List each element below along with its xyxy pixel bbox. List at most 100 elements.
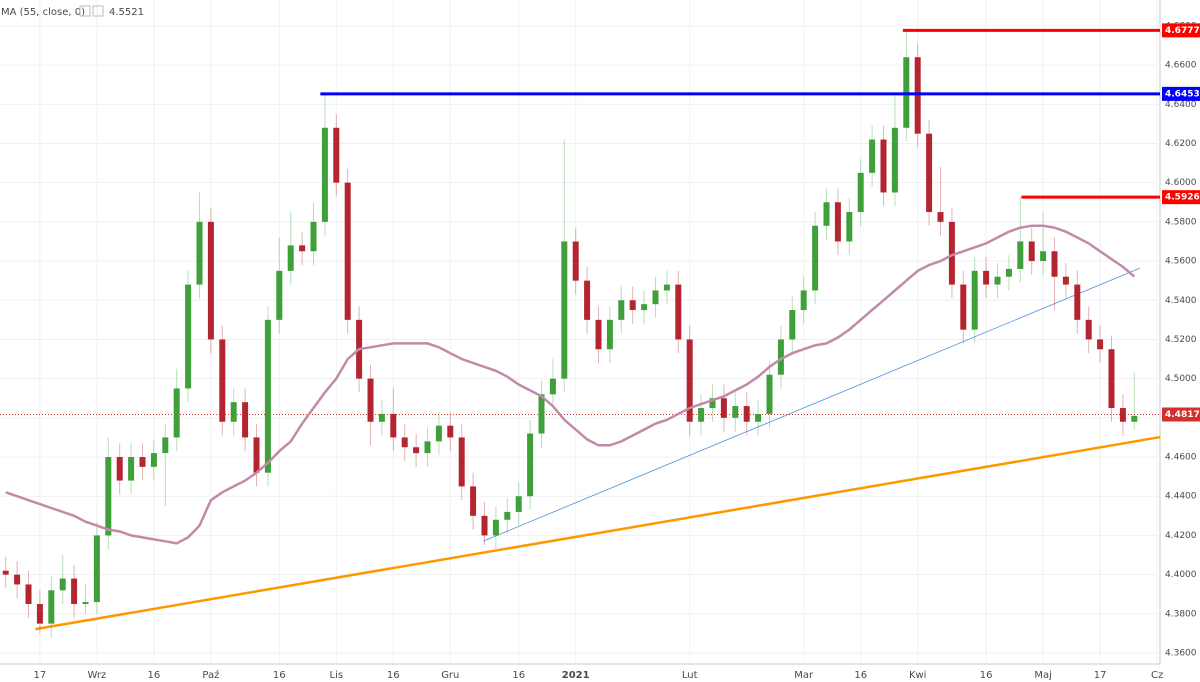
candle-body: [686, 339, 693, 422]
candle-body: [390, 413, 397, 438]
x-tick-label: 16: [980, 670, 993, 681]
price-tag: [1162, 190, 1200, 205]
candle-body: [777, 339, 784, 375]
candle-body: [971, 270, 978, 330]
candle-body: [743, 406, 750, 422]
price-tag-label: 4.5926: [1165, 193, 1200, 203]
candle-body: [891, 127, 898, 193]
candle-body: [698, 408, 705, 422]
candle-body: [618, 300, 625, 320]
candle-body: [276, 270, 283, 320]
candle-body: [766, 374, 773, 414]
plot: [0, 28, 1161, 638]
x-tick-label: 16: [854, 670, 867, 681]
candle-body: [595, 319, 602, 350]
candle-body: [492, 519, 499, 536]
y-tick-label: 4.5400: [1165, 296, 1197, 306]
candle-body: [378, 413, 385, 422]
candle-body: [675, 284, 682, 340]
candle-body: [1108, 349, 1115, 409]
y-tick-label: 4.5000: [1165, 374, 1197, 384]
candle-body: [869, 139, 876, 173]
y-tick-label: 4.6200: [1165, 139, 1197, 149]
candle-body: [196, 221, 203, 285]
candle-body: [253, 437, 260, 473]
y-tick-label: 4.6600: [1165, 61, 1197, 71]
candle-body: [150, 453, 157, 467]
y-tick-label: 4.3800: [1165, 609, 1197, 619]
candle-body: [1051, 251, 1058, 277]
candle-body: [333, 127, 340, 183]
candle-body: [948, 221, 955, 285]
candle-body: [71, 578, 78, 605]
candle-body: [162, 437, 169, 454]
candle-body: [1062, 276, 1069, 285]
candle-body: [299, 245, 306, 252]
candle-body: [1085, 319, 1092, 340]
candle-body: [264, 319, 271, 473]
ma-line: [5, 224, 1136, 545]
candle-body: [1131, 415, 1138, 422]
x-tick-label: Paź: [202, 669, 219, 681]
price-tag-label: 4.4817: [1165, 410, 1200, 420]
x-tick-label: 2021: [562, 670, 590, 681]
candle-body: [82, 602, 89, 605]
x-tick-label: Lis: [330, 670, 344, 681]
candle-body: [139, 457, 146, 467]
candle-body: [584, 280, 591, 320]
y-tick-label: 4.5200: [1165, 335, 1197, 345]
candle-body: [470, 486, 477, 516]
candle-body: [629, 300, 636, 311]
candle-body: [219, 339, 226, 422]
y-tick-label: 4.5800: [1165, 217, 1197, 227]
candle-body: [481, 515, 488, 536]
y-tick-label: 4.6000: [1165, 178, 1197, 188]
candle-body: [880, 139, 887, 193]
price-tag: [1162, 23, 1200, 38]
candle-body: [755, 413, 762, 422]
candle-body: [527, 433, 534, 497]
candle-body: [960, 284, 967, 330]
candle-body: [458, 437, 465, 487]
candle-body: [549, 378, 556, 395]
candle-body: [435, 425, 442, 442]
legend: MA (55, close, 0) 4.5521: [1, 5, 144, 18]
candle-body: [823, 202, 830, 226]
y-tick-label: 4.4600: [1165, 453, 1197, 463]
candle-body: [720, 398, 727, 418]
candle-body: [2, 570, 9, 575]
candle-body: [310, 221, 317, 252]
candle-body: [105, 457, 112, 536]
candle-body: [230, 402, 237, 422]
x-tick-label: 16: [148, 670, 161, 681]
x-tick-label: 16: [512, 670, 525, 681]
candle-body: [185, 284, 192, 389]
x-tick-label: 17: [34, 670, 47, 681]
x-tick-label: Kwi: [909, 670, 927, 681]
candle-body: [800, 290, 807, 311]
candle-body: [504, 511, 511, 520]
candle-body: [413, 447, 420, 454]
y-tick-label: 4.4200: [1165, 531, 1197, 541]
candle-body: [914, 57, 921, 134]
y-tick-label: 4.6400: [1165, 100, 1197, 110]
y-tick-label: 4.4000: [1165, 570, 1197, 580]
legend-name: MA (55, close, 0): [1, 7, 85, 18]
settings-icon[interactable]: [79, 5, 91, 17]
candle-body: [663, 284, 670, 291]
candle-body: [1074, 284, 1081, 320]
grid: [0, 0, 1160, 664]
candle-body: [424, 441, 431, 454]
candle-body: [538, 394, 545, 434]
x-tick-label: Mar: [794, 670, 814, 681]
candle-body: [321, 127, 328, 222]
close-icon[interactable]: [92, 5, 104, 17]
candle-body: [1017, 241, 1024, 269]
axes: 4.3600 4.3800 4.4000 4.4200 4.4400 4.4600 4.48…: [34, 21, 1200, 681]
candle-body: [926, 133, 933, 213]
candle-body: [994, 276, 1001, 285]
candle-body: [709, 398, 716, 409]
candle-body: [401, 437, 408, 448]
candle-body: [36, 604, 43, 624]
